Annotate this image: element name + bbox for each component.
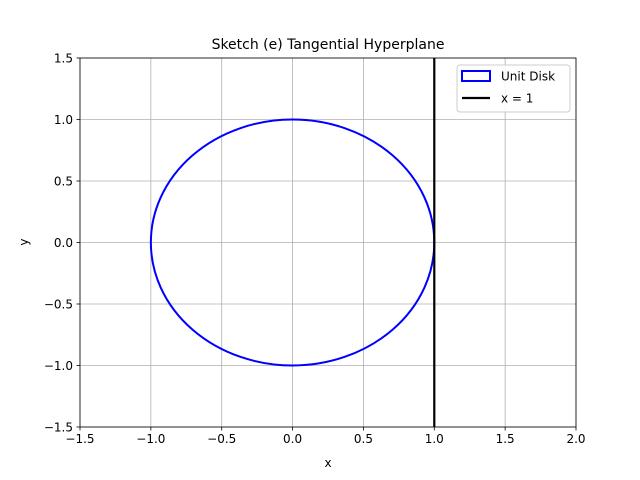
legend: Unit Disk x = 1 [456,64,571,113]
x-tick-label: 1.5 [496,432,515,446]
x-tick-label: 1.0 [425,432,444,446]
x-tick-label: −0.5 [207,432,236,446]
y-tick-label: 1.0 [54,113,73,127]
y-axis-label: y [17,238,31,245]
y-tick-label: 0.5 [54,175,73,189]
y-tick-label: −1.5 [44,421,73,435]
legend-label-unit-disk: Unit Disk [501,70,555,84]
legend-label-x1: x = 1 [501,92,533,106]
y-tick-label: 0.0 [54,236,73,250]
x-tick-label: −1.0 [136,432,165,446]
legend-swatch-unit-disk [461,70,491,82]
y-axis: −1.5 −1.0 −0.5 0.0 0.5 1.0 1.5 [44,52,80,435]
x-tick-label: 0.0 [283,432,302,446]
y-tick-label: −1.0 [44,359,73,373]
x-tick-label: 2.0 [566,432,585,446]
x-axis: −1.5 −1.0 −0.5 0.0 0.5 1.0 1.5 2.0 [65,427,586,446]
y-tick-label: 1.5 [54,52,73,66]
x-axis-label: x [324,456,331,470]
plot-area [149,58,436,427]
x-tick-label: 0.5 [354,432,373,446]
chart-title: Sketch (e) Tangential Hyperplane [212,37,445,53]
x-tick-label: −1.5 [65,432,94,446]
y-tick-label: −0.5 [44,298,73,312]
legend-box [456,64,571,113]
